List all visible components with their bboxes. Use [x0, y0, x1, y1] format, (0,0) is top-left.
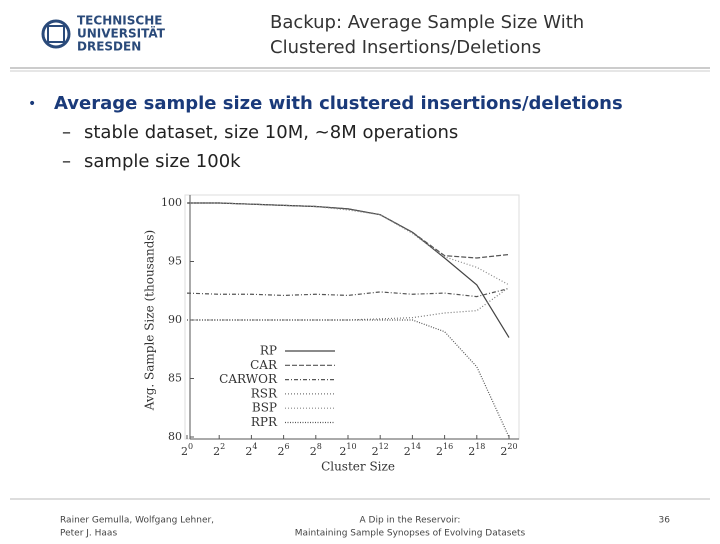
logo-text: TECHNISCHE — [77, 14, 162, 28]
bullet-sub: stable dataset, size 10M, ~8M operations — [84, 122, 458, 143]
logo-text: UNIVERSITÄT — [77, 26, 166, 41]
slide-title: Clustered Insertions/Deletions — [270, 37, 541, 58]
footer-talk: Maintaining Sample Synopses of Evolving … — [295, 529, 526, 539]
legend-label: CAR — [250, 358, 278, 372]
legend-label: CARWOR — [219, 372, 278, 386]
bullet-main: Average sample size with clustered inser… — [54, 93, 623, 114]
footer-page: 36 — [659, 516, 671, 526]
series-line — [186, 287, 510, 298]
y-tick-label: 85 — [168, 372, 182, 385]
legend-label: RSR — [251, 386, 278, 400]
legend-label: RP — [260, 344, 277, 358]
bullet-dash: – — [62, 151, 71, 172]
x-tick-label: 20 — [181, 442, 193, 458]
x-axis-label: Cluster Size — [321, 460, 395, 474]
x-tick-label: 24 — [245, 442, 257, 458]
y-tick-label: 100 — [161, 196, 182, 209]
bullet-dash: – — [62, 122, 71, 143]
y-axis-label: Avg. Sample Size (thousands) — [143, 230, 157, 412]
bullet-sub: sample size 100k — [84, 151, 241, 172]
y-tick-label: 95 — [168, 255, 182, 268]
footer-authors: Peter J. Haas — [60, 529, 117, 539]
slide-title: Backup: Average Sample Size With — [270, 12, 584, 33]
bullet-dot: • — [28, 96, 36, 112]
series-line — [187, 319, 510, 438]
x-tick-label: 218 — [468, 442, 485, 458]
logo-icon — [41, 19, 71, 49]
logo-text: DRESDEN — [77, 40, 141, 54]
footer-talk: A Dip in the Reservoir: — [360, 516, 461, 526]
series-line — [187, 202, 510, 259]
series-line — [187, 286, 510, 321]
series-line — [187, 202, 510, 286]
x-tick-label: 28 — [310, 442, 322, 458]
y-tick-label: 80 — [168, 430, 182, 443]
x-tick-label: 216 — [436, 442, 453, 458]
legend-label: BSP — [252, 401, 277, 415]
x-tick-label: 22 — [213, 442, 225, 458]
plot-frame — [184, 194, 520, 440]
y-tick-label: 90 — [168, 313, 182, 326]
x-tick-label: 212 — [372, 442, 389, 458]
series-line — [187, 202, 510, 338]
x-tick-label: 214 — [404, 442, 421, 458]
chart: 80 85 90 95 100 20 22 24 26 28 210 212 214 216 218 220 C… — [143, 194, 520, 474]
x-tick-label: 220 — [500, 442, 517, 458]
footer-authors: Rainer Gemulla, Wolfgang Lehner, — [60, 516, 214, 526]
x-tick-label: 26 — [278, 442, 290, 458]
legend-label: RPR — [251, 415, 278, 429]
x-tick-label: 210 — [339, 442, 356, 458]
